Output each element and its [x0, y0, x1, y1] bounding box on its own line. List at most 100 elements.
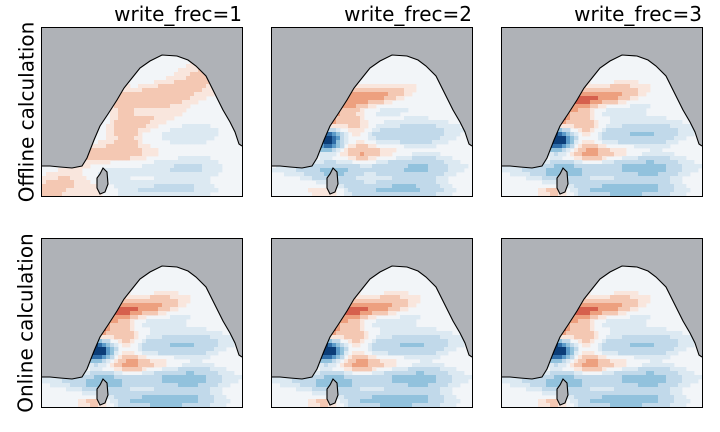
contour-cell [328, 343, 333, 348]
contour-cell [594, 148, 599, 153]
contour-cell [58, 172, 63, 177]
contour-cell [460, 379, 465, 384]
contour-cell [634, 136, 639, 141]
contour-cell [654, 168, 659, 173]
contour-cell [312, 403, 317, 407]
contour-cell [538, 188, 543, 193]
contour-cell [614, 152, 619, 157]
contour-cell [344, 387, 349, 392]
contour-cell [682, 128, 687, 133]
contour-cell [404, 116, 409, 121]
contour-cell [578, 120, 583, 125]
contour-cell [126, 319, 131, 324]
contour-cell [122, 140, 127, 145]
contour-cell [202, 383, 207, 388]
contour-cell [110, 180, 115, 185]
contour-cell [646, 172, 651, 177]
contour-cell [412, 188, 417, 193]
contour-cell [638, 315, 643, 320]
contour-cell [670, 168, 675, 173]
contour-cell [526, 176, 531, 181]
contour-cell [578, 319, 583, 324]
contour-cell [214, 387, 219, 392]
contour-cell [602, 140, 607, 145]
contour-cell [344, 180, 349, 185]
contour-cell [606, 303, 611, 308]
contour-cell [678, 128, 683, 133]
contour-cell [400, 343, 405, 348]
contour-cell [70, 192, 75, 196]
contour-cell [646, 124, 651, 129]
contour-cell [98, 148, 103, 153]
panel-offline-frec-1 [41, 27, 243, 197]
contour-cell [332, 140, 337, 145]
contour-cell [444, 120, 449, 125]
contour-cell [312, 176, 317, 181]
contour-cell [448, 172, 453, 177]
contour-cell [618, 323, 623, 328]
contour-cell [66, 184, 71, 189]
contour-cell [130, 359, 135, 364]
contour-cell [272, 379, 277, 384]
contour-cell [372, 188, 377, 193]
contour-cell [138, 84, 143, 89]
contour-cell [582, 156, 587, 161]
contour-cell [356, 152, 361, 157]
contour-cell [344, 375, 349, 380]
contour-cell [114, 327, 119, 332]
contour-cell [598, 168, 603, 173]
contour-cell [134, 355, 139, 360]
contour-cell [166, 395, 171, 400]
contour-cell [578, 144, 583, 149]
contour-cell [170, 160, 175, 165]
contour-cell [320, 148, 325, 153]
contour-cell [348, 160, 353, 165]
contour-cell [130, 375, 135, 380]
contour-cell [380, 148, 385, 153]
contour-cell [190, 180, 195, 185]
contour-cell [614, 116, 619, 121]
contour-cell [634, 323, 639, 328]
contour-cell [682, 132, 687, 137]
contour-cell [356, 120, 361, 125]
contour-cell [308, 387, 313, 392]
contour-cell [384, 112, 389, 117]
contour-cell [384, 172, 389, 177]
contour-cell [174, 192, 179, 196]
contour-cell [376, 387, 381, 392]
contour-cell [118, 120, 123, 125]
contour-cell [380, 319, 385, 324]
contour-cell [344, 104, 349, 109]
contour-cell [448, 347, 453, 352]
contour-cell [578, 192, 583, 196]
contour-cell [380, 295, 385, 300]
contour-cell [380, 343, 385, 348]
contour-cell [352, 144, 357, 149]
contour-cell [94, 363, 99, 368]
contour-cell [154, 359, 159, 364]
contour-cell [134, 387, 139, 392]
contour-cell [106, 351, 111, 356]
contour-cell [630, 84, 635, 89]
contour-cell [348, 367, 353, 372]
contour-cell [436, 347, 441, 352]
contour-cell [336, 160, 341, 165]
contour-cell [352, 311, 357, 316]
contour-cell [594, 299, 599, 304]
contour-cell [666, 184, 671, 189]
contour-cell [324, 387, 329, 392]
contour-cell [304, 383, 309, 388]
contour-cell [606, 323, 611, 328]
contour-cell [90, 359, 95, 364]
contour-cell [142, 323, 147, 328]
contour-cell [182, 80, 187, 85]
contour-cell [356, 331, 361, 336]
contour-cell [578, 327, 583, 332]
contour-cell [408, 176, 413, 181]
contour-cell [90, 188, 95, 193]
contour-cell [178, 299, 183, 304]
contour-cell [174, 303, 179, 308]
contour-cell [340, 164, 345, 169]
contour-cell [154, 347, 159, 352]
contour-cell [194, 184, 199, 189]
